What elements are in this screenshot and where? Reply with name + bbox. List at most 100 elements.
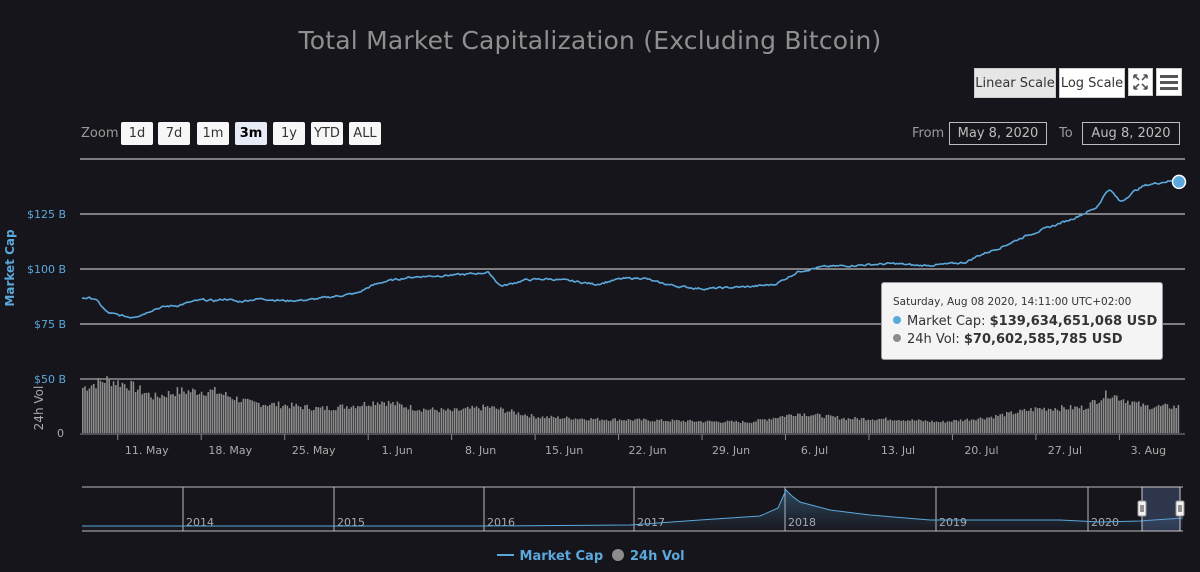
volume-series — [82, 376, 1180, 433]
volume-bar — [106, 376, 108, 433]
volume-bar — [297, 405, 300, 433]
volume-bar — [383, 402, 385, 433]
log-scale-button[interactable]: Log Scale — [1059, 68, 1125, 98]
volume-bar — [896, 420, 898, 433]
circle-legend-icon — [612, 549, 624, 561]
zoom-ytd-button[interactable]: YTD — [311, 122, 343, 145]
volume-bar — [887, 420, 889, 433]
volume-bar — [165, 397, 168, 433]
zoom-3m-button[interactable]: 3m — [235, 122, 267, 145]
linear-scale-button[interactable]: Linear Scale — [974, 68, 1056, 98]
legend-market-cap[interactable]: Market Cap — [497, 549, 603, 564]
zoom-1d-button[interactable]: 1d — [121, 122, 153, 145]
volume-bar — [1160, 406, 1162, 433]
menu-button[interactable] — [1156, 68, 1182, 96]
volume-bar — [1157, 404, 1160, 433]
volume-bar — [715, 421, 718, 433]
zoom-1m-button[interactable]: 1m — [197, 122, 229, 145]
volume-bar — [541, 416, 544, 433]
volume-bar — [561, 418, 564, 433]
volume-bar — [1173, 405, 1175, 433]
volume-bar — [346, 406, 348, 433]
volume-bar — [1054, 408, 1056, 433]
volume-bar — [343, 408, 346, 433]
volume-bar — [436, 410, 438, 433]
volume-bar — [797, 413, 799, 433]
volume-bar — [130, 380, 132, 433]
volume-bar — [82, 387, 84, 433]
volume-bar — [1019, 409, 1021, 433]
volume-bar — [1041, 409, 1043, 433]
volume-bar — [836, 416, 839, 433]
volume-bar — [1045, 410, 1048, 433]
volume-bar — [874, 420, 876, 433]
volume-bar — [462, 408, 465, 433]
legend-volume[interactable]: 24h Vol — [612, 549, 685, 564]
zoom-7d-button[interactable]: 7d — [158, 122, 190, 145]
volume-bar — [220, 393, 223, 433]
volume-bar — [526, 415, 528, 433]
volume-bar — [849, 419, 852, 433]
volume-bar — [423, 408, 425, 433]
volume-bar — [1036, 408, 1039, 433]
volume-bar — [544, 418, 546, 433]
volume-bar — [262, 405, 264, 433]
volume-bar — [944, 422, 946, 433]
volume-bar — [139, 385, 141, 433]
volume-bar — [196, 394, 198, 433]
volume-bar — [1010, 411, 1012, 433]
volume-bar — [821, 417, 823, 433]
volume-bar — [772, 417, 775, 433]
volume-bar — [330, 410, 333, 433]
to-date-input[interactable]: Aug 8, 2020 — [1082, 122, 1180, 145]
volume-bar — [1113, 395, 1116, 433]
volume-bar — [1052, 410, 1054, 433]
volume-bar — [709, 420, 711, 433]
volume-bar — [673, 420, 676, 433]
volume-bar — [414, 410, 416, 433]
volume-bar — [370, 406, 372, 433]
zoom-all-button[interactable]: ALL — [349, 122, 381, 145]
volume-bar — [524, 414, 526, 433]
volume-bar — [198, 394, 201, 433]
volume-axis-title: 24h Vol — [32, 386, 46, 431]
volume-bar — [962, 421, 964, 433]
volume-bar — [1039, 408, 1041, 433]
volume-bar — [856, 418, 858, 433]
volume-bar — [667, 421, 669, 433]
zoom-1y-button[interactable]: 1y — [273, 122, 305, 145]
from-date-input[interactable]: May 8, 2020 — [949, 122, 1047, 145]
volume-bar — [1096, 404, 1098, 433]
volume-bar — [1047, 408, 1050, 433]
volume-bar — [913, 420, 916, 433]
volume-bar — [449, 409, 451, 433]
fullscreen-button[interactable] — [1128, 68, 1153, 96]
volume-bar — [1008, 412, 1010, 433]
volume-bar — [605, 419, 608, 433]
volume-bar — [799, 413, 801, 433]
volume-bar — [112, 381, 115, 433]
volume-bar — [682, 420, 685, 433]
volume-bar — [847, 418, 850, 433]
volume-bar — [522, 415, 524, 433]
tooltip-volume-label: 24h Vol: — [907, 332, 960, 347]
volume-bar — [1061, 405, 1063, 433]
volume-bar — [1001, 413, 1004, 433]
volume-bar — [942, 420, 944, 433]
chart-title: Total Market Capitalization (Excluding B… — [298, 26, 882, 55]
volume-bar — [1131, 401, 1133, 433]
volume-bar — [1003, 416, 1006, 433]
volume-bar — [231, 399, 234, 433]
navigator[interactable]: 2014201520162017201820192020 — [82, 486, 1185, 532]
volume-bar — [475, 406, 478, 433]
volume-bar — [1021, 410, 1023, 433]
volume-bar — [460, 410, 462, 433]
volume-bar — [915, 420, 918, 433]
x-tick-label: 6. Jul — [801, 444, 828, 457]
volume-bar — [933, 422, 935, 433]
volume-bar — [997, 416, 999, 433]
volume-bar — [535, 418, 537, 433]
volume-bar — [570, 419, 572, 433]
volume-bar — [768, 418, 770, 433]
